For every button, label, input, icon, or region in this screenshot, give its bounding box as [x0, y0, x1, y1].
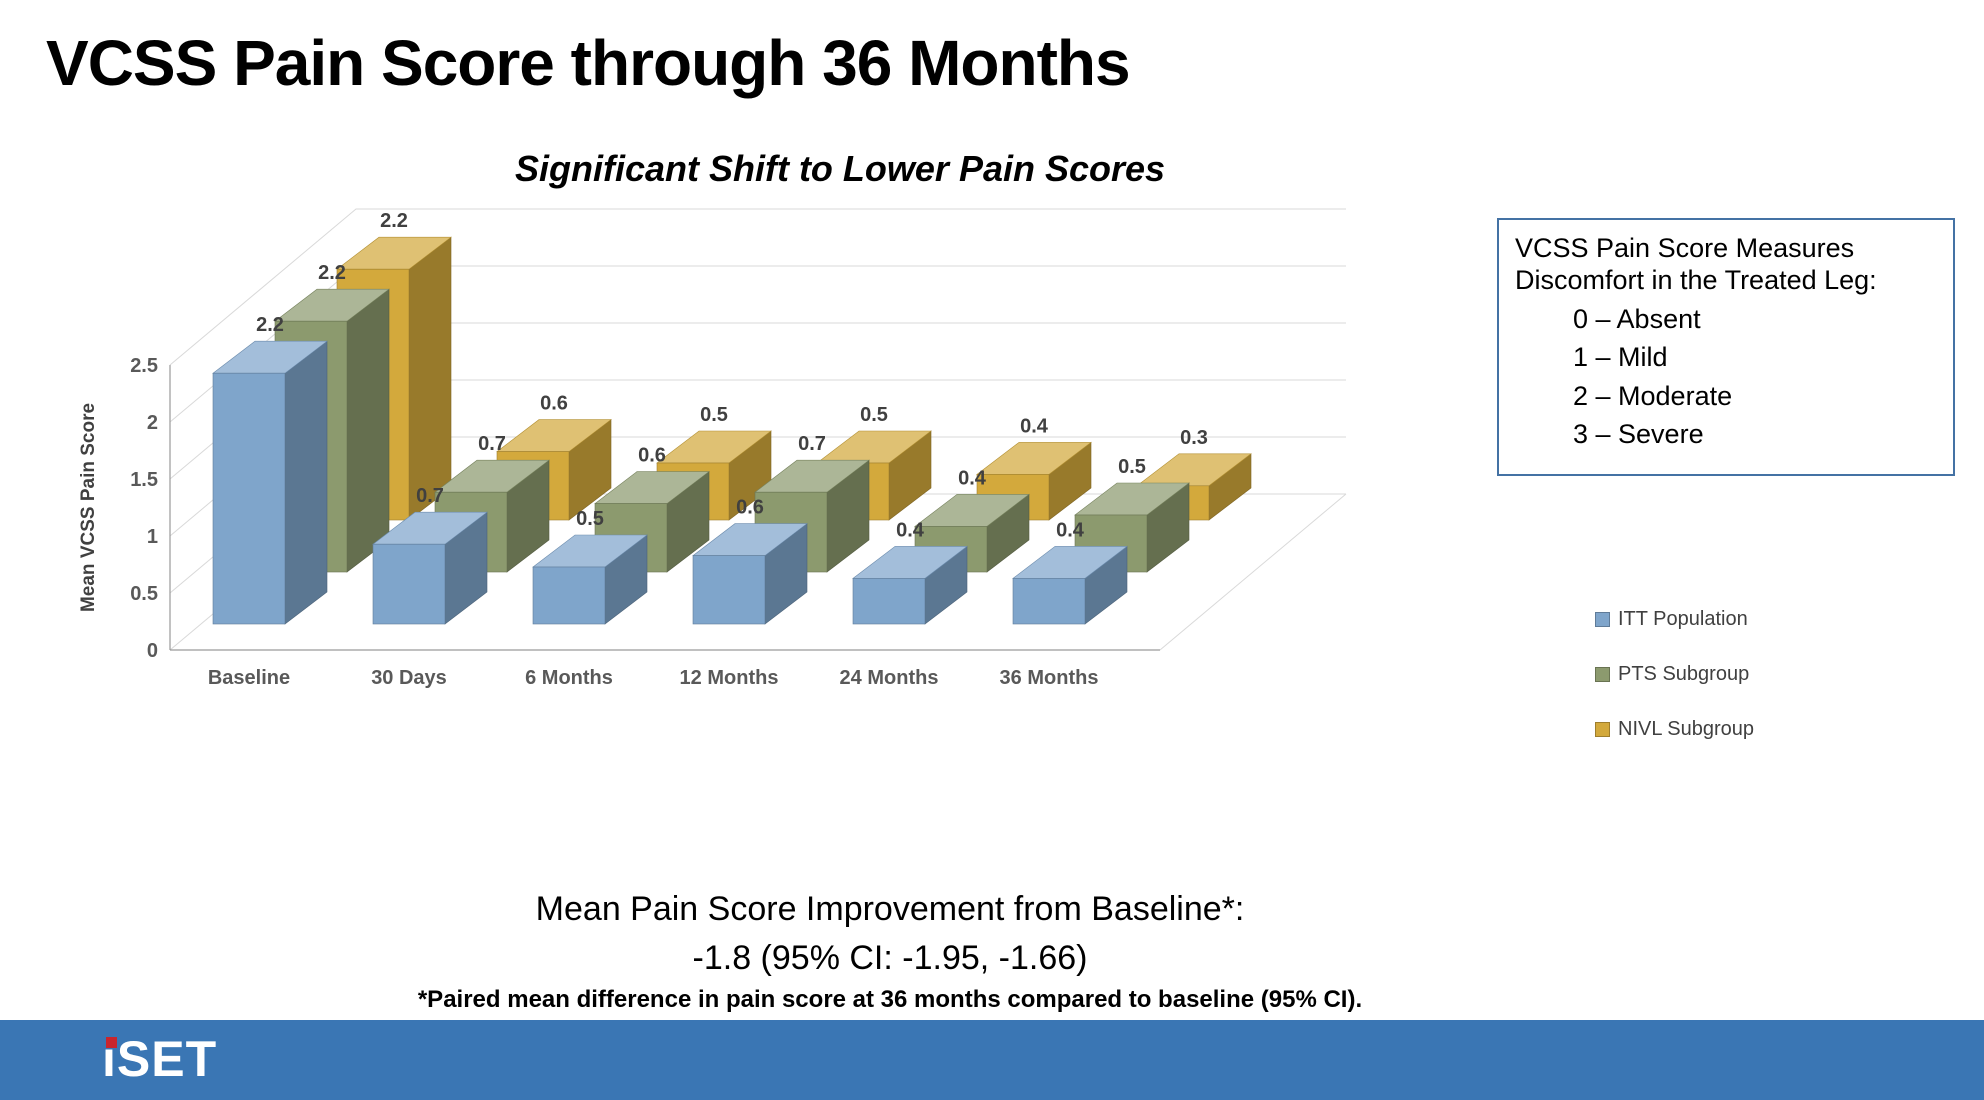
bar-value-label: 2.2	[256, 314, 284, 336]
bar-value-label: 0.5	[1118, 456, 1146, 478]
legend-item-itt: ITT Population	[1595, 608, 1754, 631]
info-box-scale-list: 0 – Absent 1 – Mild 2 – Moderate 3 – Sev…	[1573, 303, 1937, 451]
iset-logo-text: ıSET	[102, 1031, 218, 1087]
bar-value-label: 2.2	[380, 210, 408, 232]
legend-item-pts: PTS Subgroup	[1595, 663, 1754, 686]
summary-block: Mean Pain Score Improvement from Baselin…	[240, 890, 1540, 1014]
y-tick-label: 2.5	[130, 355, 158, 377]
gridline	[169, 208, 1346, 366]
legend-swatch-itt-icon	[1595, 612, 1610, 627]
bar-itt-30-days	[372, 543, 446, 625]
legend-swatch-nivl-icon	[1595, 722, 1610, 737]
y-tick-label: 0	[147, 640, 158, 662]
bar-itt-6-months	[532, 566, 606, 625]
summary-improvement-line: Mean Pain Score Improvement from Baselin…	[535, 890, 1245, 928]
iset-logo: ıSET	[102, 1030, 217, 1088]
info-box-line-1: VCSS Pain Score Measures	[1515, 233, 1855, 263]
x-tick-label: 36 Months	[1000, 667, 1099, 689]
y-tick-label: 0.5	[130, 583, 158, 605]
legend-item-nivl: NIVL Subgroup	[1595, 718, 1754, 741]
slide-title: VCSS Pain Score through 36 Months	[46, 27, 1131, 99]
bar-value-label: 0.6	[736, 497, 764, 519]
footer-bar: ıSET	[0, 1020, 1984, 1100]
x-tick-label: 12 Months	[680, 667, 779, 689]
x-tick-label: 30 Days	[371, 667, 447, 689]
legend-label-nivl: NIVL Subgroup	[1618, 718, 1755, 740]
bar-itt-24-months	[852, 578, 926, 625]
bar-value-label: 2.2	[318, 262, 346, 284]
summary-ci-line: -1.8 (95% CI: -1.95, -1.66)	[692, 939, 1088, 977]
bar-value-label: 0.4	[896, 519, 925, 541]
legend-label-itt: ITT Population	[1618, 608, 1748, 630]
bar-value-label: 0.7	[798, 433, 826, 455]
bar-side-face	[346, 288, 390, 573]
bar-itt-baseline	[212, 372, 286, 625]
bar-value-label: 0.5	[860, 404, 888, 426]
bar-value-label: 0.5	[576, 508, 604, 530]
info-box-item-moderate: 2 – Moderate	[1573, 380, 1733, 411]
info-box-item-mild: 1 – Mild	[1573, 342, 1668, 373]
bar-value-label: 0.4	[1020, 415, 1049, 437]
floor-edge	[1159, 493, 1347, 651]
bar-itt-12-months	[692, 555, 766, 625]
summary-footnote: *Paired mean difference in pain score at…	[417, 986, 1363, 1013]
bar-side-face	[408, 236, 452, 521]
bar-value-label: 0.3	[1180, 427, 1208, 449]
bar-side-face	[284, 340, 328, 625]
logo-red-dot-icon	[106, 1037, 117, 1048]
info-box-item-severe: 3 – Severe	[1573, 418, 1704, 449]
vcss-pain-3d-bar-chart: 0 0.5 1 1.5 2 2.5 Mean VCSS Pain Score Baseline…	[78, 208, 1347, 689]
chart-legend: ITT Population PTS Subgroup NIVL Subgrou…	[1595, 608, 1754, 741]
bar-value-label: 0.6	[638, 445, 666, 467]
bar-itt-36-months	[1012, 578, 1086, 625]
bar-value-label: 0.5	[700, 404, 728, 426]
bar-value-label: 0.7	[416, 485, 444, 507]
x-tick-label: Baseline	[208, 667, 290, 689]
x-tick-label: 24 Months	[840, 667, 939, 689]
y-tick-label: 2	[147, 412, 158, 434]
info-box-line-2: Discomfort in the Treated Leg:	[1515, 265, 1877, 296]
bar-value-label: 0.7	[478, 433, 506, 455]
bar-value-label: 0.6	[540, 393, 568, 415]
bar-value-label: 0.4	[958, 467, 987, 489]
x-tick-label: 6 Months	[525, 667, 613, 689]
y-axis-title: Mean VCSS Pain Score	[78, 403, 99, 612]
info-box-item-absent: 0 – Absent	[1573, 303, 1701, 334]
y-tick-label: 1.5	[130, 469, 158, 491]
bar-value-label: 0.4	[1056, 519, 1085, 541]
legend-swatch-pts-icon	[1595, 667, 1610, 682]
legend-label-pts: PTS Subgroup	[1618, 663, 1750, 685]
info-box: VCSS Pain Score Measures Discomfort in t…	[1497, 218, 1955, 476]
y-tick-label: 1	[147, 526, 158, 548]
chart-subtitle: Significant Shift to Lower Pain Scores	[514, 148, 1166, 189]
